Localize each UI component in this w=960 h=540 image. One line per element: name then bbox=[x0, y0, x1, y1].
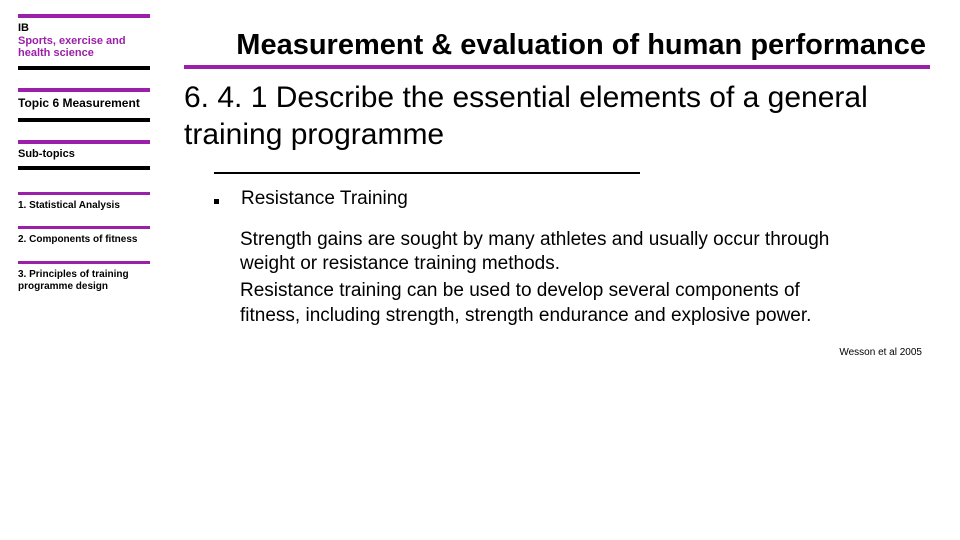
sidebar-course-block: IB Sports, exercise and health science bbox=[18, 14, 150, 70]
sidebar-item-components-fitness[interactable]: 2. Components of fitness bbox=[18, 226, 150, 255]
topic-label: Topic 6 Measurement bbox=[18, 96, 150, 112]
sidebar-item-training-principles[interactable]: 3. Principles of training programme desi… bbox=[18, 261, 150, 302]
course-code: IB bbox=[18, 22, 150, 35]
bullet-item: Resistance Training bbox=[214, 188, 930, 210]
body-paragraph: Resistance training can be used to devel… bbox=[240, 279, 850, 328]
sidebar-item-label: 3. Principles of training programme desi… bbox=[18, 269, 150, 294]
sidebar-topic-block: Topic 6 Measurement bbox=[18, 88, 150, 122]
slide-page: IB Sports, exercise and health science T… bbox=[0, 0, 960, 540]
sidebar-item-label: 1. Statistical Analysis bbox=[18, 200, 150, 213]
sidebar: IB Sports, exercise and health science T… bbox=[0, 0, 168, 540]
course-name: Sports, exercise and health science bbox=[18, 35, 150, 60]
section-heading: 6. 4. 1 Describe the essential elements … bbox=[184, 79, 930, 154]
sidebar-item-statistical-analysis[interactable]: 1. Statistical Analysis bbox=[18, 192, 150, 221]
body-paragraph: Strength gains are sought by many athlet… bbox=[240, 228, 850, 277]
citation: Wesson et al 2005 bbox=[184, 347, 922, 358]
page-title: Measurement & evaluation of human perfor… bbox=[184, 28, 930, 63]
bullet-icon bbox=[214, 199, 219, 204]
sidebar-subtopics-block: Sub-topics bbox=[18, 140, 150, 170]
body-divider bbox=[214, 172, 640, 178]
bullet-label: Resistance Training bbox=[241, 188, 408, 210]
title-container: Measurement & evaluation of human perfor… bbox=[184, 28, 930, 69]
main-content: Measurement & evaluation of human perfor… bbox=[168, 0, 960, 540]
sidebar-item-label: 2. Components of fitness bbox=[18, 234, 150, 247]
subtopics-heading: Sub-topics bbox=[18, 148, 150, 160]
